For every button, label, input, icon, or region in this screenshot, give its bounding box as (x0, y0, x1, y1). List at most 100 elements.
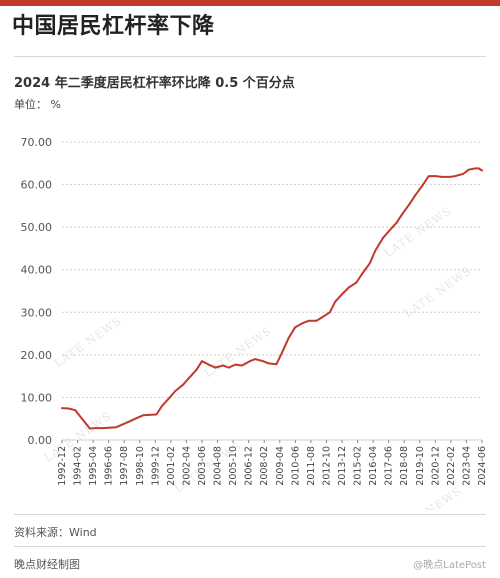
data-point (408, 202, 411, 205)
data-point (267, 362, 270, 365)
x-tick-label: 2010-06 (290, 446, 301, 486)
x-tick-label: 1992-12 (57, 446, 68, 486)
data-point (227, 366, 230, 369)
data-point (477, 167, 480, 170)
watermark-text: LATE NEWS (202, 324, 274, 380)
data-point (454, 175, 457, 177)
x-tick-label: 2002-04 (181, 446, 192, 486)
weibo-watermark: @晚点LatePost (413, 560, 486, 571)
data-point (88, 427, 91, 430)
data-point (355, 281, 358, 284)
x-tick-label: 2023-04 (461, 446, 472, 486)
x-tick-label: 2020-12 (430, 446, 441, 486)
data-point (201, 360, 203, 363)
data-point (195, 368, 198, 371)
data-point (374, 249, 377, 252)
data-point (121, 423, 123, 426)
data-point (368, 262, 371, 265)
watermark-text: LATE NEWS (52, 314, 124, 370)
data-point (281, 351, 283, 354)
x-tick-label: 1995-04 (88, 446, 99, 486)
data-point (222, 364, 225, 367)
data-point (441, 176, 443, 178)
data-point (315, 319, 318, 322)
chart-title: 2024 年二季度居民杠杆率环比降 0.5 个百分点 (14, 76, 295, 91)
x-tick-label: 2013-12 (337, 446, 348, 486)
data-point (102, 427, 104, 429)
data-point (61, 407, 63, 409)
y-tick-label: 40.00 (21, 264, 53, 277)
x-tick-label: 2008-02 (259, 446, 270, 486)
x-tick-label: 2016-04 (368, 446, 379, 486)
data-point (347, 286, 350, 289)
data-point (214, 366, 217, 369)
data-point (94, 427, 97, 429)
x-tick-label: 2018-08 (399, 446, 410, 486)
data-point (248, 360, 251, 363)
data-point (481, 169, 483, 172)
data-point (142, 414, 145, 417)
data-point (208, 364, 211, 366)
y-axis-unit-label: 单位： % (14, 98, 61, 111)
data-point (241, 364, 243, 367)
x-tick-label: 2006-12 (244, 446, 255, 486)
data-point (187, 377, 190, 380)
x-tick-label: 2012-10 (321, 446, 332, 486)
y-tick-label: 50.00 (21, 221, 53, 234)
data-point (67, 407, 70, 410)
data-point (422, 183, 424, 186)
data-point (128, 420, 131, 423)
data-point (134, 417, 137, 420)
data-point (474, 167, 477, 170)
data-point (182, 383, 185, 386)
x-tick-label: 2022-02 (446, 446, 457, 486)
y-tick-label: 70.00 (21, 136, 53, 149)
data-point (294, 326, 297, 329)
footer-divider (14, 546, 486, 547)
data-point (107, 426, 110, 429)
data-point (302, 322, 304, 324)
x-tick-label: 2005-10 (228, 446, 239, 486)
data-point (81, 417, 83, 420)
data-point (155, 413, 158, 416)
x-tick-label: 1998-10 (135, 446, 146, 486)
x-tick-label: 2004-08 (213, 446, 224, 486)
y-tick-label: 10.00 (21, 391, 53, 404)
watermark-text: LATE NEWS (382, 204, 454, 260)
data-point (387, 230, 390, 233)
x-tick-label: 2024-06 (477, 446, 488, 486)
data-point (448, 176, 451, 178)
data-point (287, 336, 290, 339)
data-point (401, 213, 403, 216)
y-tick-label: 30.00 (21, 306, 53, 319)
page-title: 中国居民杠杆率下降 (12, 14, 215, 39)
data-point (74, 409, 77, 412)
y-tick-label: 20.00 (21, 349, 53, 362)
x-tick-label: 2015-02 (353, 446, 364, 486)
data-point (115, 426, 118, 429)
chart-credit: 晚点财经制图 (14, 558, 80, 571)
data-point (382, 236, 384, 239)
x-tick-label: 1994-02 (73, 446, 84, 486)
data-point (467, 168, 470, 171)
x-tick-label: 1996-06 (104, 446, 115, 486)
header-divider (14, 56, 486, 57)
top-accent-bar (0, 0, 500, 6)
watermark-text: LATE NEWS (402, 264, 474, 320)
source-note: 资料来源：Wind (14, 526, 97, 539)
x-tick-label: 2003-06 (197, 446, 208, 486)
data-point (174, 390, 177, 392)
data-point (334, 300, 337, 303)
x-tick-label: 2017-06 (384, 446, 395, 486)
data-point (168, 396, 171, 399)
x-tick-label: 2009-04 (275, 446, 286, 486)
data-point (342, 292, 344, 294)
data-point (262, 360, 264, 363)
x-tick-label: 2011-08 (306, 446, 317, 486)
data-point (462, 173, 464, 175)
x-tick-label: 2019-10 (415, 446, 426, 486)
data-point (328, 311, 331, 314)
x-tick-label: 2001-02 (166, 446, 177, 486)
data-point (161, 405, 163, 407)
